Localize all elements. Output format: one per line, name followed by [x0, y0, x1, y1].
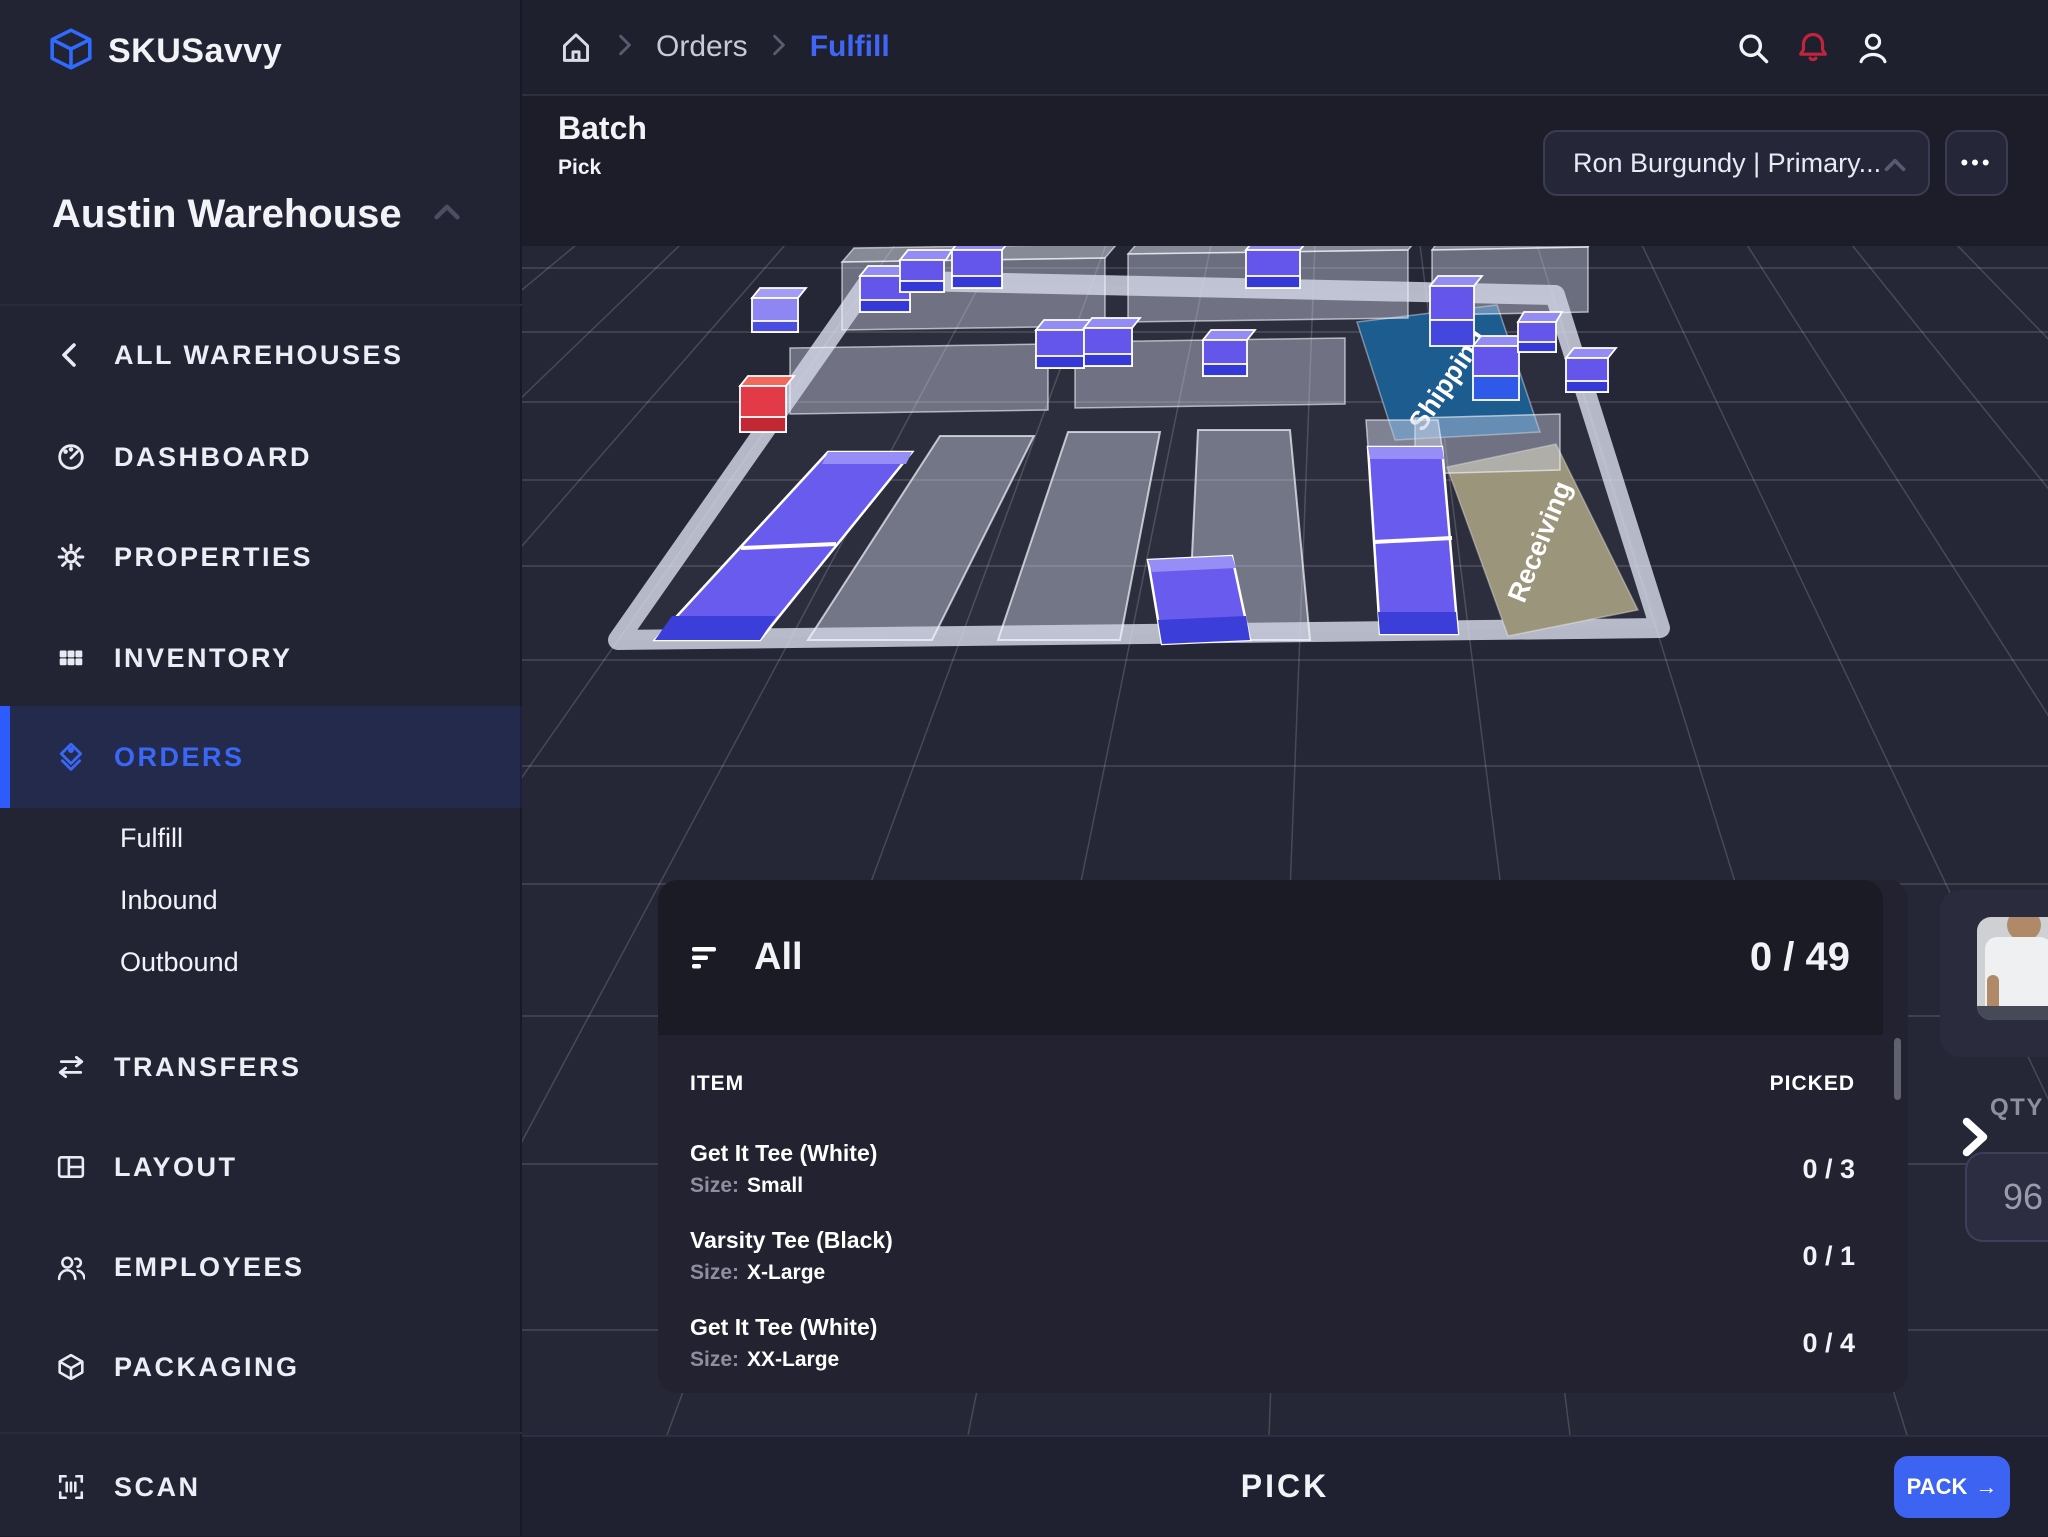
pick-filter-title: All	[754, 936, 803, 978]
sidebar-item-transfers[interactable]: TRANSFERS	[0, 1017, 522, 1117]
grid-icon	[56, 643, 86, 673]
sidebar-item-scan[interactable]: SCAN	[0, 1437, 522, 1537]
qty-value-field[interactable]: 96	[1965, 1152, 2048, 1242]
pick-row[interactable]: Varsity Tee (Black) Size: X-Large 0 / 1	[690, 1219, 1855, 1306]
pick-progress: 0 / 49	[1749, 935, 1850, 979]
sidebar-item-all-warehouses[interactable]: ALL WAREHOUSES	[0, 305, 522, 405]
warehouse-3d-canvas[interactable]: Shipping Receiving	[522, 246, 2048, 1435]
tag-icon	[56, 742, 86, 772]
filter-icon	[692, 946, 716, 968]
sidebar-item-inventory[interactable]: INVENTORY	[0, 608, 522, 708]
sidebar-item-label: DASHBOARD	[114, 441, 312, 472]
sidebar-item-orders[interactable]: ORDERS	[0, 707, 522, 807]
sidebar-item-employees[interactable]: EMPLOYEES	[0, 1217, 522, 1317]
inventory-boxes	[738, 246, 1618, 433]
item-size: Size: XX-Large	[690, 1348, 840, 1371]
warehouse-name: Austin Warehouse	[52, 192, 402, 236]
assignee-picker-value: Ron Burgundy | Primary...	[1573, 147, 1882, 178]
item-picked-count: 0 / 3	[1802, 1154, 1855, 1184]
qty-value: 96	[2003, 1176, 2044, 1217]
sidebar-item-label: LAYOUT	[114, 1151, 238, 1182]
footer-action-bar: PICK PACK →	[522, 1435, 2048, 1536]
pick-row[interactable]: Get It Tee (White) Size: Small 0 / 3	[690, 1132, 1855, 1219]
item-picked-count: 0 / 1	[1802, 1241, 1855, 1271]
column-header-picked: PICKED	[1769, 1072, 1855, 1095]
item-name: Varsity Tee (Black)	[690, 1227, 893, 1253]
receiving-zone: Receiving	[1446, 443, 1640, 637]
divider	[0, 1432, 522, 1434]
sidebar-item-label: ORDERS	[114, 741, 245, 772]
sidebar-item-layout[interactable]: LAYOUT	[0, 1117, 522, 1217]
search-icon[interactable]	[1735, 30, 1771, 66]
item-size: Size: X-Large	[690, 1261, 826, 1284]
box-icon	[56, 1352, 86, 1382]
divider	[0, 304, 522, 306]
sidebar-item-packaging[interactable]: PACKAGING	[0, 1317, 522, 1417]
logo-text: SKUSavvy	[108, 32, 283, 70]
warehouse-switcher[interactable]: Austin Warehouse	[52, 192, 460, 237]
breadcrumb-orders[interactable]: Orders	[656, 30, 748, 63]
home-icon[interactable]	[558, 29, 594, 65]
pick-step-label: PICK	[1240, 1468, 1330, 1504]
top-bar: Orders Fulfill	[522, 0, 2048, 96]
gear-icon	[56, 542, 86, 572]
purple-rack-left	[652, 450, 915, 642]
chevron-up-icon	[1884, 148, 1906, 179]
sidebar-subitem-inbound[interactable]: Inbound	[120, 884, 218, 915]
breadcrumb-fulfill[interactable]: Fulfill	[809, 30, 890, 63]
expand-panel-chevron-icon[interactable]	[1958, 1116, 1998, 1160]
page-header: Batch Pick Ron Burgundy | Primary... •••	[522, 96, 2048, 246]
pick-row[interactable]: Get It Tee (White) Size: XX-Large 0 / 4	[690, 1306, 1855, 1393]
sidebar-item-label: TRANSFERS	[114, 1051, 302, 1082]
sidebar-item-label: PACKAGING	[114, 1351, 300, 1382]
sidebar: SKUSavvy Austin Warehouse ALL WAREHOUSES…	[0, 0, 522, 1536]
scrollbar-thumb[interactable]	[1894, 1038, 1901, 1100]
chevron-right-icon	[618, 30, 632, 64]
more-actions-button[interactable]: •••	[1945, 130, 2008, 196]
notifications-bell-icon[interactable]	[1795, 30, 1831, 66]
sidebar-item-label: EMPLOYEES	[114, 1251, 305, 1282]
app-logo[interactable]: SKUSavvy	[48, 26, 282, 77]
pack-button[interactable]: PACK →	[1894, 1456, 2010, 1518]
sidebar-item-label: INVENTORY	[114, 642, 293, 673]
sidebar-subitem-outbound[interactable]: Outbound	[120, 946, 239, 977]
purple-rack-right	[1366, 445, 1460, 636]
active-item-highlight	[0, 706, 522, 808]
cube-logo-icon	[48, 26, 94, 77]
item-picked-count: 0 / 4	[1802, 1328, 1855, 1358]
layout-panes-icon	[56, 1152, 86, 1182]
sidebar-item-dashboard[interactable]: DASHBOARD	[0, 407, 522, 507]
product-photo	[1977, 917, 2048, 1020]
purple-pallet-middle	[1146, 554, 1252, 646]
sidebar-item-label: PROPERTIES	[114, 541, 314, 572]
item-name: Get It Tee (White)	[690, 1140, 878, 1166]
assignee-picker[interactable]: Ron Burgundy | Primary...	[1543, 130, 1930, 196]
barcode-scan-icon	[56, 1472, 86, 1502]
column-header-item: ITEM	[690, 1072, 745, 1095]
account-icon[interactable]	[1855, 30, 1891, 66]
highlighted-pick-box	[738, 375, 796, 433]
item-size: Size: Small	[690, 1174, 804, 1197]
breadcrumb: Orders Fulfill	[558, 29, 890, 65]
ellipsis-icon: •••	[1960, 150, 1993, 175]
page-subtitle: Pick	[558, 156, 602, 179]
sidebar-subitem-fulfill[interactable]: Fulfill	[120, 822, 184, 853]
dashboard-gauge-icon	[56, 442, 86, 472]
arrow-right-icon: →	[1975, 1474, 1998, 1499]
pick-list-panel: All 0 / 49 ITEM PICKED Get It Tee (White…	[658, 880, 1908, 1393]
item-name: Get It Tee (White)	[690, 1314, 878, 1340]
aisle-shelving	[652, 419, 1460, 646]
sidebar-item-label: SCAN	[114, 1471, 201, 1502]
page-title: Batch	[558, 110, 647, 146]
back-chevron-icon	[56, 340, 86, 370]
sidebar-item-label: ALL WAREHOUSES	[114, 339, 404, 370]
chevron-right-icon	[772, 30, 786, 64]
qty-label: QTY	[1990, 1094, 2044, 1121]
product-image-card[interactable]	[1940, 890, 2048, 1057]
pick-list-header[interactable]: All 0 / 49	[658, 880, 1883, 1035]
transfer-arrows-icon	[56, 1052, 86, 1082]
chevron-up-icon	[434, 204, 460, 225]
people-icon	[56, 1252, 86, 1282]
sidebar-item-properties[interactable]: PROPERTIES	[0, 507, 522, 607]
